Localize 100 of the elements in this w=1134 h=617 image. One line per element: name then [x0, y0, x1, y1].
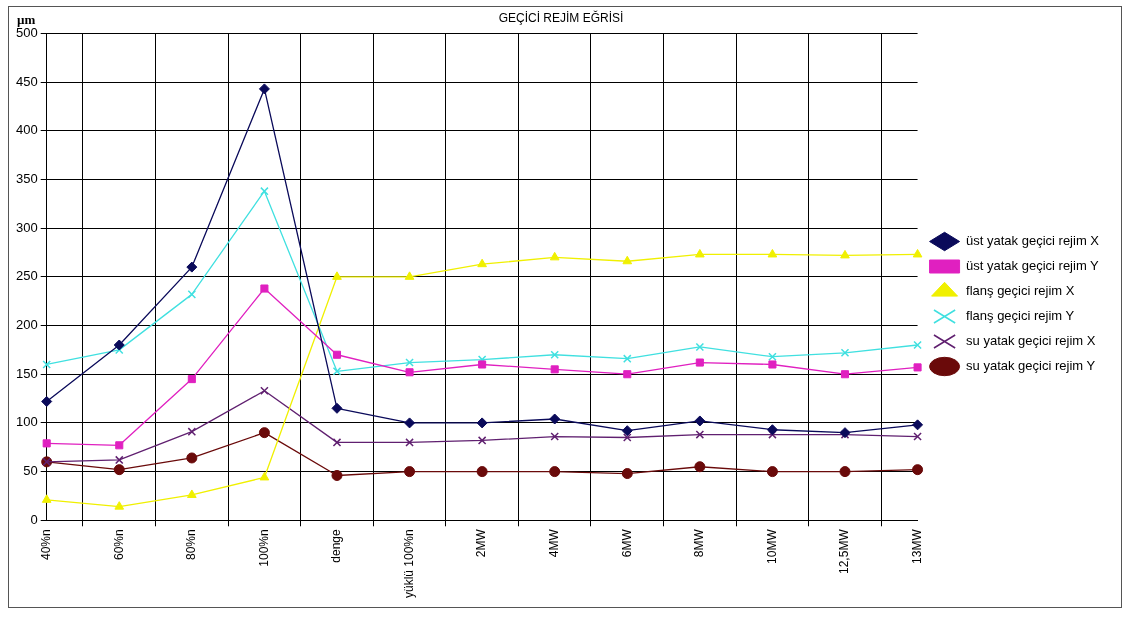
point [623, 370, 632, 379]
point [913, 363, 922, 372]
point [694, 461, 706, 473]
point [114, 455, 124, 465]
point [187, 290, 197, 299]
point [476, 466, 488, 478]
point [839, 466, 851, 478]
point [695, 430, 705, 439]
point [549, 251, 560, 261]
point [621, 468, 633, 480]
point [621, 425, 633, 437]
point [187, 427, 197, 436]
x-tick-label: 12,5MW [837, 528, 852, 574]
x-tick-label: denge [329, 528, 344, 563]
x-tick-label: 100%n [256, 529, 271, 567]
point [405, 438, 414, 447]
point [41, 395, 53, 407]
point [113, 339, 125, 351]
point [259, 471, 270, 481]
x-tick-label: 6MW [619, 528, 634, 558]
point [405, 358, 414, 367]
x-tick-label: 80%n [184, 529, 199, 560]
point [695, 248, 705, 258]
point [187, 489, 197, 498]
y-tick-label: 150 [15, 365, 38, 381]
y-axis-title: µm [17, 12, 36, 28]
point [332, 438, 342, 447]
x-tick-label: 2MW [474, 528, 489, 558]
point [186, 452, 198, 464]
point [260, 186, 269, 196]
point [622, 255, 633, 265]
point [766, 466, 778, 478]
point [332, 350, 342, 359]
point [405, 368, 414, 377]
point [549, 413, 561, 425]
legend-label: flanş geçici rejim Y [966, 308, 1075, 324]
point [840, 249, 850, 259]
point [114, 501, 125, 510]
point [694, 415, 706, 427]
point [912, 248, 923, 258]
point [550, 350, 559, 360]
point [332, 367, 342, 376]
legend-label: su yatak geçici rejim X [966, 333, 1096, 349]
point [476, 417, 488, 429]
point [477, 436, 487, 445]
point [912, 419, 924, 431]
y-tick-label: 400 [15, 122, 38, 138]
point [331, 469, 343, 481]
point [622, 354, 632, 363]
x-tick-label: yüklü 100%n [401, 529, 416, 599]
point [478, 360, 487, 369]
point [550, 432, 559, 441]
point [41, 494, 52, 503]
point [260, 284, 269, 293]
y-tick-label: 300 [15, 219, 38, 235]
point [113, 464, 125, 476]
point [187, 375, 196, 384]
point [840, 370, 850, 379]
x-tick-label: 10MW [764, 528, 779, 564]
point [332, 271, 342, 280]
point [115, 441, 124, 450]
x-tick-label: 13MW [909, 528, 924, 564]
point [258, 83, 270, 95]
y-tick-label: 200 [15, 317, 38, 333]
point [42, 360, 51, 369]
point [912, 464, 924, 476]
y-tick-label: 100 [15, 414, 38, 430]
y-tick-label: 0 [30, 511, 38, 527]
point [42, 439, 51, 448]
point [766, 424, 778, 436]
y-tick-label: 350 [15, 171, 38, 187]
point [404, 271, 415, 280]
x-tick-label: 8MW [692, 528, 707, 558]
point [768, 360, 777, 369]
point [913, 340, 922, 350]
point [767, 248, 778, 258]
point [913, 432, 922, 441]
point [840, 348, 850, 358]
point [258, 427, 270, 439]
x-tick-label: 40%n [39, 529, 53, 560]
point [622, 433, 632, 442]
point [404, 417, 416, 429]
x-tick-label: 60%n [111, 529, 126, 560]
x-tick-label: 4MW [547, 528, 562, 558]
y-tick-label: 250 [15, 268, 38, 284]
legend-label: su yatak geçici rejim Y [966, 358, 1096, 374]
point [404, 466, 416, 478]
y-tick-label: 450 [15, 73, 38, 89]
legend-label: üst yatak geçici rejim X [966, 233, 1100, 249]
point [260, 386, 269, 396]
point [549, 466, 561, 478]
legend-label: flanş geçici rejim X [966, 283, 1075, 299]
point [695, 358, 704, 367]
point [186, 261, 198, 273]
y-tick-label: 50 [23, 463, 38, 479]
chart-title: GEÇİCİ REJİM EĞRİSİ [498, 9, 624, 25]
point [550, 365, 559, 374]
point [768, 352, 777, 361]
point [695, 342, 705, 352]
point [477, 258, 487, 268]
